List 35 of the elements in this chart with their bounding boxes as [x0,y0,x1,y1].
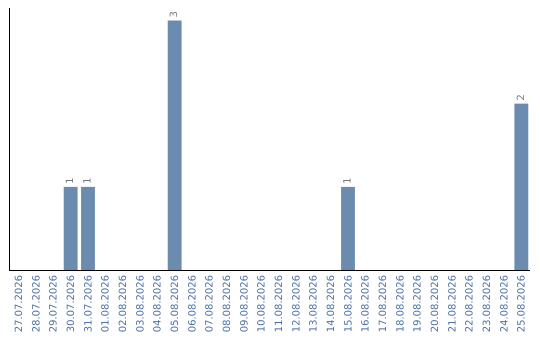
x-tick-label: 06.08.2026 [187,275,198,332]
x-tick-label: 07.08.2026 [204,275,216,332]
x-tick-label: 13.08.2026 [308,275,320,332]
x-tick-label: 15.08.2026 [343,275,354,332]
x-tick-label: 21.08.2026 [447,275,458,332]
x-tick-label: 17.08.2026 [378,275,389,332]
data-label: 1 [342,177,354,184]
x-tick-label: 05.08.2026 [170,275,181,332]
x-tick-label: 11.08.2026 [274,275,285,332]
data-label: 3 [169,11,180,18]
data-label: 1 [82,177,94,184]
x-tick-label: 25.08.2026 [516,275,528,332]
x-tick-label: 01.08.2026 [100,275,112,332]
x-tick-label: 10.08.2026 [256,275,268,332]
x-tick-label: 24.08.2026 [499,275,510,332]
x-tick-label: 12.08.2026 [291,275,302,332]
x-tick-label: 29.07.2026 [48,275,60,332]
x-tick-label: 02.08.2026 [118,275,129,332]
x-tick-label: 31.07.2026 [83,275,94,332]
x-tick-label: 27.07.2026 [14,275,25,332]
x-tick-label: 04.08.2026 [152,275,164,332]
x-tick-label: 18.08.2026 [395,275,406,332]
x-tick-label: 14.08.2026 [326,275,337,332]
data-label: 1 [65,177,76,184]
x-tick-label: 09.08.2026 [239,275,250,332]
x-tick-label: 28.07.2026 [31,275,42,332]
x-tick-label: 08.08.2026 [222,275,233,332]
x-tick-label: 19.08.2026 [412,275,424,332]
x-tick-label: 16.08.2026 [360,275,372,332]
x-tick-label: 23.08.2026 [482,275,493,332]
x-tick-label: 22.08.2026 [464,275,476,332]
x-tick-label: 03.08.2026 [135,275,146,332]
x-tick-label: 30.07.2026 [66,275,77,332]
x-tick-label: 20.08.2026 [430,275,441,332]
data-label: 2 [516,94,527,101]
